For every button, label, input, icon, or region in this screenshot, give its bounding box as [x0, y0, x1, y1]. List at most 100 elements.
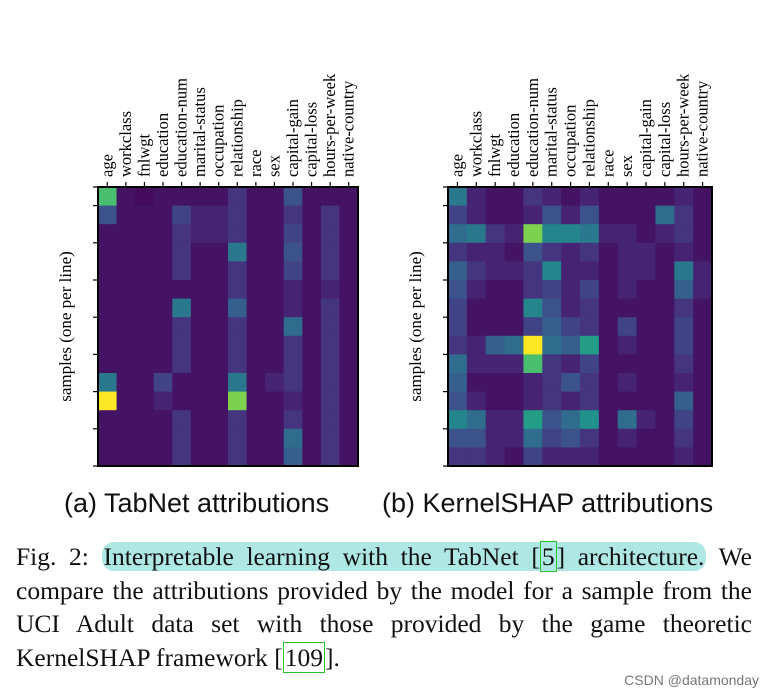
heatmap-cell: [598, 298, 619, 318]
heatmap-cell: [302, 224, 322, 244]
heatmap-cell: [523, 317, 543, 337]
heatmap-cell: [246, 354, 266, 374]
heatmap-cell: [561, 187, 581, 207]
heatmap-cell: [98, 335, 118, 355]
heatmap-cell: [598, 224, 619, 244]
heatmap-cell: [580, 224, 600, 244]
heatmap-cell: [265, 317, 285, 337]
heatmap-cell: [302, 335, 322, 355]
heatmap-cell: [693, 261, 713, 281]
heatmap-cell: [693, 354, 713, 374]
heatmap-cell: [504, 317, 525, 337]
heatmap-cell: [504, 242, 525, 262]
heatmap-cell: [636, 373, 657, 393]
heatmap-cell: [209, 317, 229, 337]
heatmap-cell: [135, 317, 155, 337]
x-tick-label: relationship: [227, 99, 246, 177]
reference-link[interactable]: 5: [539, 541, 557, 572]
heatmap-cell: [448, 205, 468, 225]
heatmap-cell: [172, 428, 192, 448]
heatmap-cell: [598, 447, 619, 467]
heatmap-cell: [190, 354, 211, 374]
heatmap-cell: [98, 447, 118, 467]
y-axis-label: samples (one per line): [406, 251, 425, 402]
heatmap-cell: [228, 242, 248, 262]
heatmap-panel: age workclass fnlwgt education education-num…: [56, 73, 359, 467]
heatmap-cell: [320, 335, 341, 355]
heatmap-cell: [246, 447, 266, 467]
heatmap-cell: [172, 280, 192, 300]
heatmap-cell: [504, 391, 525, 411]
heatmap-cell: [693, 428, 713, 448]
heatmap-cell: [209, 335, 229, 355]
heatmap-cell: [655, 205, 675, 225]
heatmap-cell: [153, 391, 173, 411]
x-tick-label: capital-gain: [283, 99, 302, 177]
heatmap-cell: [209, 242, 229, 262]
heatmap-cell: [98, 354, 118, 374]
heatmap-cell: [655, 428, 675, 448]
heatmap-cell: [116, 205, 136, 225]
heatmap-cell: [153, 280, 173, 300]
heatmap-cell: [617, 298, 638, 318]
heatmap-cell: [246, 373, 266, 393]
x-tick-label: marital-status: [542, 87, 561, 177]
heatmap-cell: [209, 447, 229, 467]
heatmap-cell: [283, 354, 303, 374]
heatmap-cell: [693, 391, 713, 411]
heatmap-cell: [98, 187, 118, 207]
heatmap-cell: [228, 187, 248, 207]
heatmap-cell: [283, 428, 303, 448]
heatmap-cell: [674, 280, 694, 300]
heatmap-cell: [523, 335, 543, 355]
heatmap-cell: [580, 335, 600, 355]
heatmap-cell: [466, 428, 487, 448]
heatmap-cell: [598, 428, 619, 448]
heatmap-cell: [655, 335, 675, 355]
heatmap-cell: [561, 428, 581, 448]
reference-link[interactable]: 109: [282, 641, 325, 673]
heatmap-cell: [636, 261, 657, 281]
heatmap-cell: [302, 261, 322, 281]
heatmap-cell: [542, 335, 562, 355]
heatmap-cell: [190, 205, 211, 225]
heatmap-cell: [320, 317, 341, 337]
heatmap-cell: [636, 242, 657, 262]
heatmap-cell: [617, 335, 638, 355]
heatmap-cell: [674, 354, 694, 374]
heatmap-cell: [466, 391, 487, 411]
heatmap-cell: [561, 205, 581, 225]
heatmap-cell: [598, 391, 619, 411]
heatmap-cell: [636, 317, 657, 337]
x-tick-label: workclass: [116, 111, 135, 177]
heatmap-cell: [302, 280, 322, 300]
heatmap-cell: [561, 280, 581, 300]
heatmap-cell: [485, 224, 506, 244]
heatmap-cell: [580, 373, 600, 393]
heatmap-cell: [135, 335, 155, 355]
heatmap-cell: [265, 280, 285, 300]
heatmap-cell: [655, 224, 675, 244]
heatmap-cell: [655, 391, 675, 411]
heatmap-cell: [636, 298, 657, 318]
heatmap-cell: [580, 298, 600, 318]
heatmap-cell: [228, 205, 248, 225]
heatmap-cell: [135, 391, 155, 411]
heatmap-cell: [135, 447, 155, 467]
heatmap-cell: [190, 428, 211, 448]
heatmap-cell: [580, 410, 600, 430]
heatmap-cell: [542, 428, 562, 448]
heatmap-cell: [561, 298, 581, 318]
heatmap-cell: [598, 317, 619, 337]
heatmap-cell: [617, 373, 638, 393]
heatmap-cell: [485, 261, 506, 281]
heatmap-cell: [116, 373, 136, 393]
heatmap-cell: [190, 447, 211, 467]
x-tick-label: fnlwgt: [485, 134, 504, 177]
heatmap-cell: [655, 354, 675, 374]
heatmap-cell: [655, 261, 675, 281]
plot-frame: [447, 186, 713, 467]
heatmap-cell: [655, 280, 675, 300]
figure-caption: Fig. 2: Interpretable learning with the …: [16, 541, 752, 673]
heatmap-cell: [448, 242, 468, 262]
